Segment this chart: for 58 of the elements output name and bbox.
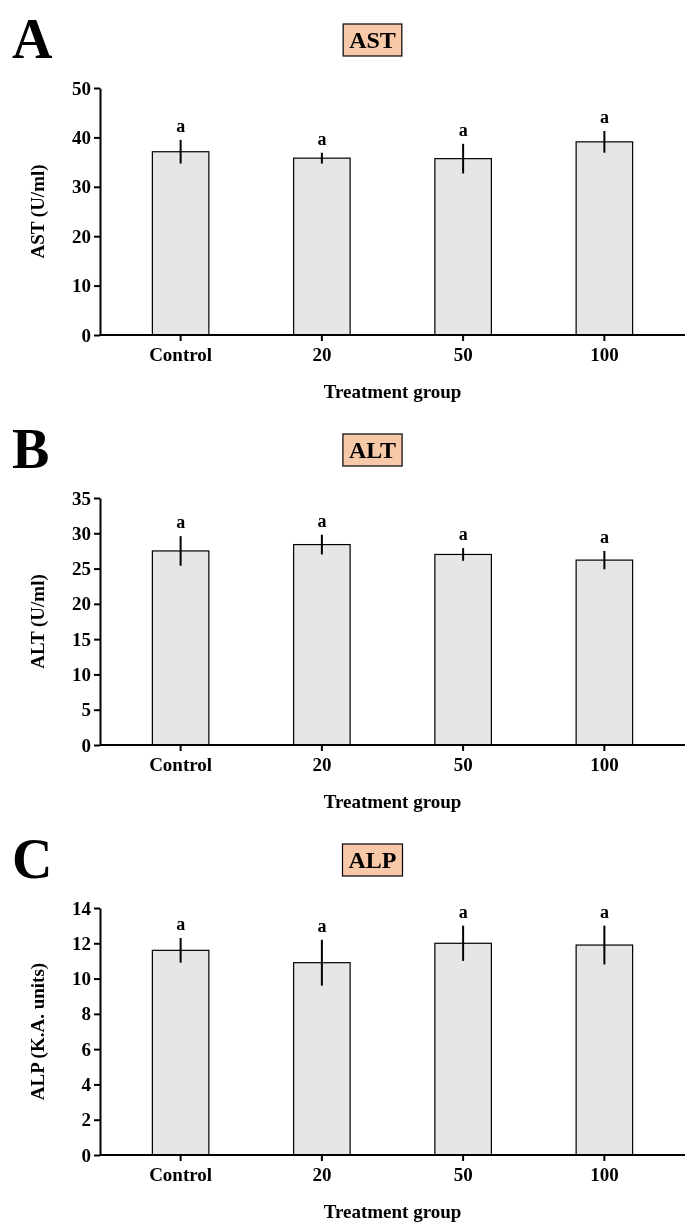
y-tick-label: 30: [72, 176, 91, 198]
y-tick-label: 20: [72, 593, 91, 615]
x-tick-label: 20: [312, 344, 332, 366]
y-tick-label: 12: [72, 932, 91, 954]
x-tick-label: 50: [453, 344, 473, 366]
annotation: a: [317, 510, 327, 531]
chart-title: AST: [349, 27, 396, 53]
y-tick-label: 0: [81, 734, 91, 756]
text: B: [12, 418, 50, 480]
y-tick-label: 30: [72, 522, 91, 544]
y-tick-label: 15: [72, 628, 91, 650]
x-tick-label: Control: [149, 344, 213, 366]
y-tick-label: 10: [72, 664, 91, 686]
annotation: a: [599, 106, 609, 127]
x-tick-label: 100: [590, 754, 619, 776]
annotation: a: [599, 526, 609, 547]
y-tick-label: 0: [81, 324, 91, 346]
text: C: [12, 828, 53, 890]
x-tick-label: Control: [149, 1164, 213, 1186]
x-tick-label: 50: [453, 1164, 473, 1186]
annotation: a: [176, 512, 186, 533]
x-axis-title: Treatment group: [323, 1201, 462, 1222]
y-tick-label: 5: [81, 699, 91, 721]
x-tick-label: 20: [312, 754, 332, 776]
y-tick-label: 25: [72, 558, 91, 580]
y-axis-title: AST (U/ml): [27, 164, 49, 259]
y-tick-label: 10: [72, 968, 91, 990]
x-tick-label: 100: [590, 344, 619, 366]
y-tick-label: 6: [81, 1038, 91, 1060]
annotation: a: [317, 915, 327, 936]
annotation: a: [317, 128, 327, 149]
annotation: a: [458, 119, 468, 140]
y-tick-label: 20: [72, 225, 91, 247]
y-tick-label: 10: [72, 275, 91, 297]
y-tick-label: 4: [81, 1074, 92, 1096]
x-axis-title: Treatment group: [323, 791, 462, 812]
y-axis-title: ALT (U/ml): [27, 574, 49, 669]
y-tick-label: 50: [72, 77, 91, 99]
annotation: a: [176, 115, 186, 136]
x-tick-label: 50: [453, 754, 473, 776]
y-tick-label: 2: [81, 1109, 91, 1131]
annotation: a: [458, 901, 468, 922]
chart-title: ALT: [348, 437, 397, 463]
x-tick-label: 20: [312, 1164, 332, 1186]
y-axis-title: ALP (K.A. units): [27, 962, 49, 1101]
annotation: a: [176, 913, 186, 934]
y-tick-label: 8: [81, 1003, 91, 1025]
text: A: [12, 8, 53, 70]
y-tick-label: 35: [72, 487, 91, 509]
chart-title: ALP: [348, 847, 397, 873]
x-tick-label: Control: [149, 754, 213, 776]
annotation: a: [599, 901, 609, 922]
y-tick-label: 40: [72, 126, 91, 148]
y-tick-label: 14: [72, 897, 92, 919]
x-axis-title: Treatment group: [323, 381, 462, 402]
annotation: a: [458, 524, 468, 545]
y-tick-label: 0: [81, 1144, 91, 1166]
x-tick-label: 100: [590, 1164, 619, 1186]
